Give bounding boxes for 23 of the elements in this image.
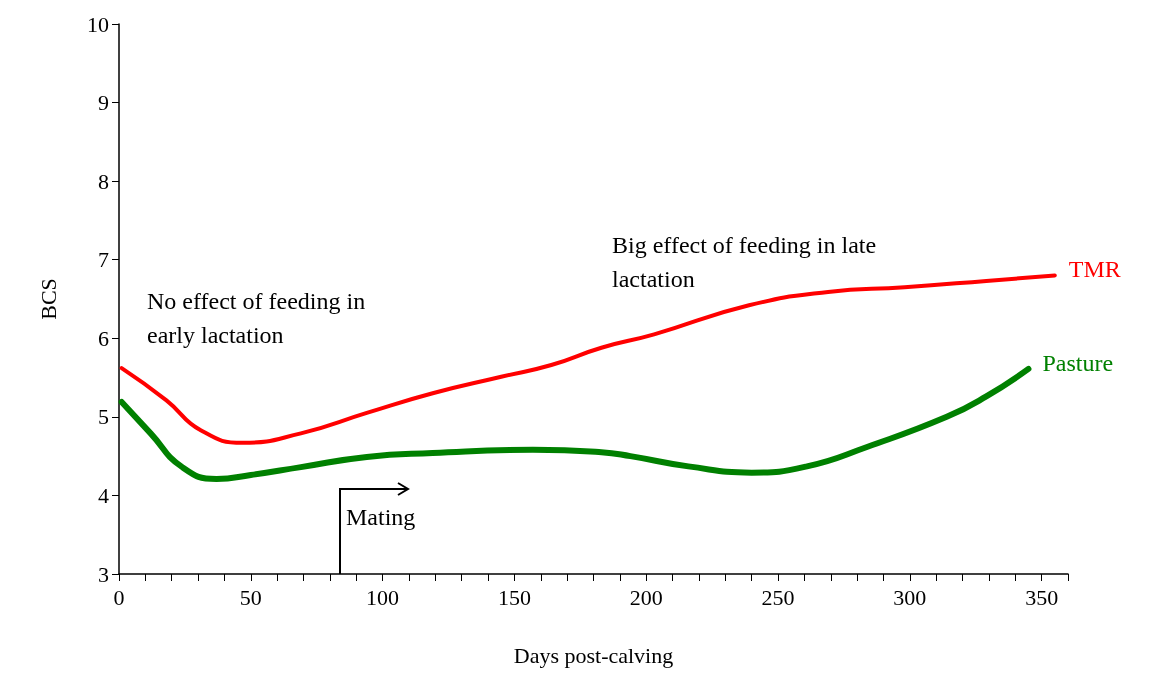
x-tick-label: 300 xyxy=(893,584,927,610)
annotation: Mating xyxy=(346,504,416,530)
annotation: Big effect of feeding in late lactation xyxy=(612,232,877,292)
y-tick-label: 3 xyxy=(98,561,109,587)
y-tick-label: 4 xyxy=(98,482,109,508)
annotation: No effect of feeding in early lactation xyxy=(147,288,366,348)
y-tick-label: 6 xyxy=(98,325,109,351)
y-tick-label: 8 xyxy=(98,168,109,194)
series-label: Pasture xyxy=(1042,349,1114,376)
x-tick-label: 350 xyxy=(1025,584,1059,610)
y-tick-label: 7 xyxy=(98,247,109,273)
x-tick-label: 50 xyxy=(239,584,262,610)
series-label: TMR xyxy=(1068,256,1121,283)
x-axis-title: Days post-calving xyxy=(513,642,674,668)
x-tick-label: 250 xyxy=(761,584,795,610)
x-tick-label: 100 xyxy=(366,584,400,610)
y-tick-label: 9 xyxy=(98,90,109,116)
y-tick-label: 5 xyxy=(98,404,109,430)
x-tick-label: 200 xyxy=(629,584,663,610)
y-axis-title: BCS xyxy=(35,278,61,320)
x-tick-label: 150 xyxy=(497,584,531,610)
y-tick-label: 10 xyxy=(87,11,109,37)
x-tick-label: 0 xyxy=(113,584,125,610)
